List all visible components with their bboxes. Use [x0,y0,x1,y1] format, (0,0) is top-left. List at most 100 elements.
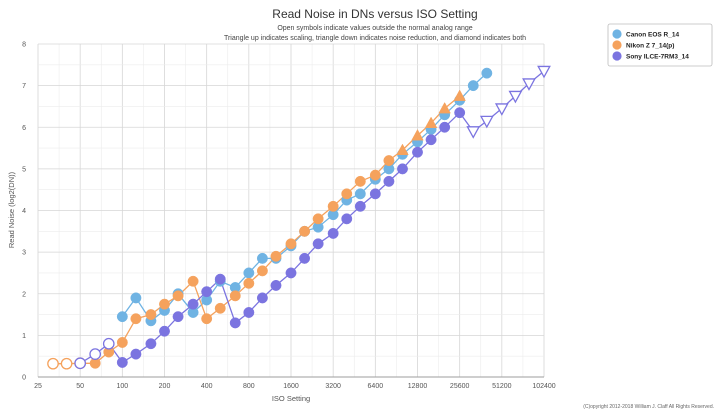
x-tick-label: 100 [116,383,128,390]
data-point [256,252,268,264]
data-point [341,213,353,225]
data-point [256,292,268,304]
series-line-1 [53,95,461,365]
y-tick-label: 7 [22,83,26,90]
legend-swatch [612,51,622,61]
legend-label: Canon EOS R_14 [626,31,679,38]
data-point [354,188,366,200]
data-point [229,290,241,302]
series-line-0 [121,72,488,322]
data-point [312,238,324,250]
data-point [369,169,381,181]
y-tick-label: 0 [22,375,26,382]
legend: Canon EOS R_14 Nikon Z 7_14(p) Sony ILCE-7… [607,23,713,67]
data-point [130,313,142,325]
data-point [508,90,523,104]
x-tick-label: 6400 [368,383,384,390]
legend-swatch [612,29,622,39]
data-point [439,121,451,133]
y-tick-label: 1 [22,333,26,340]
data-point [327,227,339,239]
data-point [411,129,424,141]
x-tick-label: 200 [159,383,171,390]
y-tick-label: 6 [22,125,26,132]
data-point [172,290,184,302]
legend-label: Nikon Z 7_14(p) [626,42,674,49]
data-point [47,357,59,370]
legend-swatch [612,40,622,50]
data-point [172,311,184,323]
data-point [187,275,199,287]
data-point [145,338,157,350]
y-tick-label: 2 [22,291,26,298]
data-point [130,348,142,360]
data-point [412,146,423,158]
data-point [397,163,408,175]
data-point [130,292,142,304]
y-tick-label: 5 [22,166,26,173]
data-point [243,277,255,289]
x-tick-label: 51200 [492,383,512,390]
y-tick-label: 3 [22,250,26,257]
data-point [243,267,255,279]
chart-subtitle-line-1: Open symbols indicate values outside the… [277,25,472,32]
data-point [116,356,128,368]
chart-title: Read Noise in DNs versus ISO Setting [272,7,477,21]
data-point [354,200,366,212]
series-line-2 [79,70,545,364]
data-point [466,126,481,139]
data-point [537,65,551,79]
data-point [425,134,437,146]
x-tick-label: 25600 [450,383,470,390]
data-point [201,313,213,325]
data-point [299,252,311,264]
data-point [214,302,226,314]
x-tick-label: 1600 [283,383,299,390]
data-point [116,337,128,348]
y-axis-ticks: 0 1 2 3 4 5 6 7 8 [22,42,26,382]
copyright-notice: (C)opyright 2012-2018 William J. Claff A… [583,404,714,410]
x-tick-label: 102400 [532,383,555,390]
data-point [256,265,268,277]
legend-label: Sony ILCE-7RM3_14 [626,53,689,60]
data-point [74,357,87,370]
data-point [467,80,479,92]
data-point [522,78,536,91]
data-point [60,357,73,370]
x-tick-label: 3200 [325,383,341,390]
data-point [270,250,282,262]
data-point [327,200,339,212]
data-point [159,325,170,337]
x-tick-label: 12800 [408,383,428,390]
data-point [187,298,199,310]
data-point [354,175,366,187]
data-point [270,279,282,291]
data-point [341,188,353,200]
data-point [299,225,311,237]
y-tick-label: 4 [22,208,26,215]
data-point [453,89,466,101]
grid-lines [37,43,545,378]
data-point [481,67,493,79]
data-point [229,317,241,329]
x-tick-label: 25 [34,383,42,390]
data-point [214,273,226,285]
data-point [89,348,102,360]
chart-subtitle-line-2: Triangle up indicates scaling, triangle … [224,35,526,42]
x-tick-label: 50 [76,383,84,390]
data-point [201,286,213,298]
data-point [285,267,297,279]
data-point [102,337,115,350]
data-point [145,309,157,321]
data-point [369,188,381,200]
data-point [454,107,466,119]
data-point [285,238,297,250]
data-point [396,143,409,155]
data-point [383,155,395,167]
y-tick-label: 8 [22,42,26,49]
data-point [116,311,128,323]
data-point [383,175,395,187]
series-markers [47,65,551,370]
data-point [424,116,438,128]
